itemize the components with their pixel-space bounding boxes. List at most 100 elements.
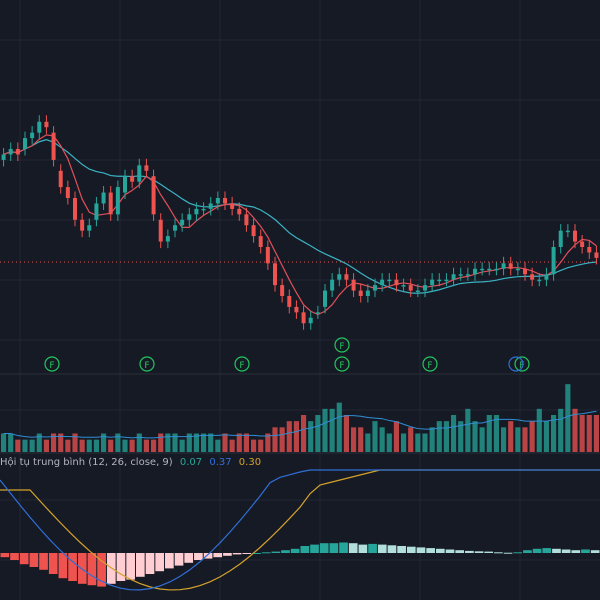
- candle-body: [44, 121, 49, 128]
- volume-bar: [443, 421, 449, 452]
- volume-bar: [172, 433, 178, 452]
- macd-pane: [0, 469, 600, 591]
- volume-bar: [515, 427, 521, 452]
- volume-bar: [458, 421, 464, 452]
- candle-body: [301, 312, 306, 324]
- financials-event-icon[interactable]: F: [514, 356, 530, 372]
- macd-histogram-bar: [590, 550, 600, 553]
- macd-histogram-bar: [223, 553, 232, 556]
- macd-histogram-bar: [135, 553, 145, 577]
- macd-histogram-bar: [68, 553, 77, 581]
- financials-event-icon[interactable]: F: [334, 356, 350, 372]
- candle-body: [508, 263, 513, 269]
- candle-body: [380, 279, 385, 286]
- volume-bar: [415, 433, 421, 452]
- candle-body: [201, 208, 206, 211]
- volume-bar: [101, 433, 107, 452]
- volume-bar: [65, 439, 71, 452]
- candle-body: [401, 285, 406, 287]
- candle-body: [537, 279, 542, 282]
- macd-histogram-bar: [542, 548, 552, 553]
- financials-event-icon[interactable]: F: [44, 356, 60, 372]
- candle-body: [565, 230, 570, 233]
- candle-body: [158, 219, 163, 242]
- volume-bar: [451, 415, 457, 452]
- candle-body: [523, 268, 527, 275]
- volume-bar: [329, 408, 335, 452]
- macd-histogram-bar: [19, 553, 29, 565]
- volume-bar: [336, 402, 342, 452]
- candle-body: [87, 225, 92, 231]
- volume-bar: [108, 439, 114, 452]
- candle-body: [330, 279, 335, 291]
- candle-body: [273, 263, 277, 286]
- macd-legend[interactable]: Hội tụ trung bình (12, 26, close, 9) 0.0…: [0, 456, 265, 470]
- event-markers[interactable]: F F F F F FF: [44, 337, 530, 372]
- macd-histogram-bar: [184, 553, 194, 563]
- candle-body: [165, 236, 170, 242]
- candle-body: [37, 121, 42, 133]
- volume-bar: [386, 433, 392, 452]
- volume-bar: [272, 427, 278, 452]
- volume-bar: [579, 415, 585, 452]
- macd-histogram-bar: [281, 550, 290, 553]
- volume-bar: [151, 439, 157, 452]
- volume-bar: [372, 421, 378, 452]
- volume-bar: [558, 408, 564, 452]
- macd-histogram-bar: [426, 548, 435, 553]
- financials-event-icon[interactable]: F: [334, 337, 350, 353]
- volume-bar: [479, 427, 485, 452]
- candle-body: [237, 208, 242, 215]
- volume-bar: [293, 421, 299, 452]
- candle-body: [101, 192, 106, 204]
- candle-body: [51, 132, 56, 160]
- volume-bar: [322, 408, 328, 452]
- candle-body: [430, 279, 435, 286]
- candle-body: [501, 263, 506, 269]
- volume-bar: [8, 433, 14, 452]
- financials-event-icon[interactable]: F: [139, 356, 155, 372]
- candle-body: [308, 317, 313, 324]
- financials-event-icon[interactable]: F: [422, 356, 438, 372]
- candle-body: [258, 236, 263, 247]
- volume-bar: [165, 433, 171, 452]
- candle-body: [1, 154, 6, 160]
- volume-bar: [58, 433, 64, 452]
- macd-histogram-bar: [387, 545, 397, 553]
- candle-body: [73, 198, 77, 220]
- macd-histogram-bar: [271, 551, 281, 553]
- volume-bar: [365, 433, 371, 452]
- macd-histogram-bar: [261, 552, 271, 554]
- macd-histogram-bar: [39, 553, 48, 570]
- volume-bar: [229, 439, 235, 452]
- macd-histogram-bar: [310, 544, 319, 553]
- volume-bar: [93, 439, 99, 452]
- macd-histogram-bar: [242, 553, 252, 554]
- macd-histogram-bar: [97, 553, 106, 587]
- macd-histogram-bar: [416, 547, 426, 553]
- volume-pane: [1, 384, 599, 452]
- candle-body: [465, 274, 470, 276]
- macd-histogram-bar: [203, 553, 213, 559]
- candle-body: [423, 285, 427, 291]
- event-marker-label: F: [339, 342, 344, 352]
- volume-moving-average: [3, 410, 597, 439]
- moving-average-long: [3, 139, 597, 294]
- candle-body: [108, 192, 113, 215]
- volume-bar: [72, 433, 78, 452]
- macd-histogram-bar: [465, 550, 474, 553]
- volume-bar: [351, 427, 357, 452]
- macd-histogram-bar: [10, 553, 19, 560]
- candlesticks: [1, 115, 599, 330]
- macd-histogram-bar: [319, 543, 329, 553]
- volume-bar: [493, 415, 499, 452]
- macd-histogram-bar: [581, 549, 590, 553]
- macd-histogram-bar: [474, 551, 484, 553]
- volume-bar: [186, 433, 192, 452]
- financials-event-icon[interactable]: F: [234, 356, 250, 372]
- candle-body: [251, 225, 256, 237]
- candle-body: [115, 187, 120, 215]
- price-pane[interactable]: F F F F F FF: [0, 115, 600, 372]
- volume-bar: [315, 415, 321, 452]
